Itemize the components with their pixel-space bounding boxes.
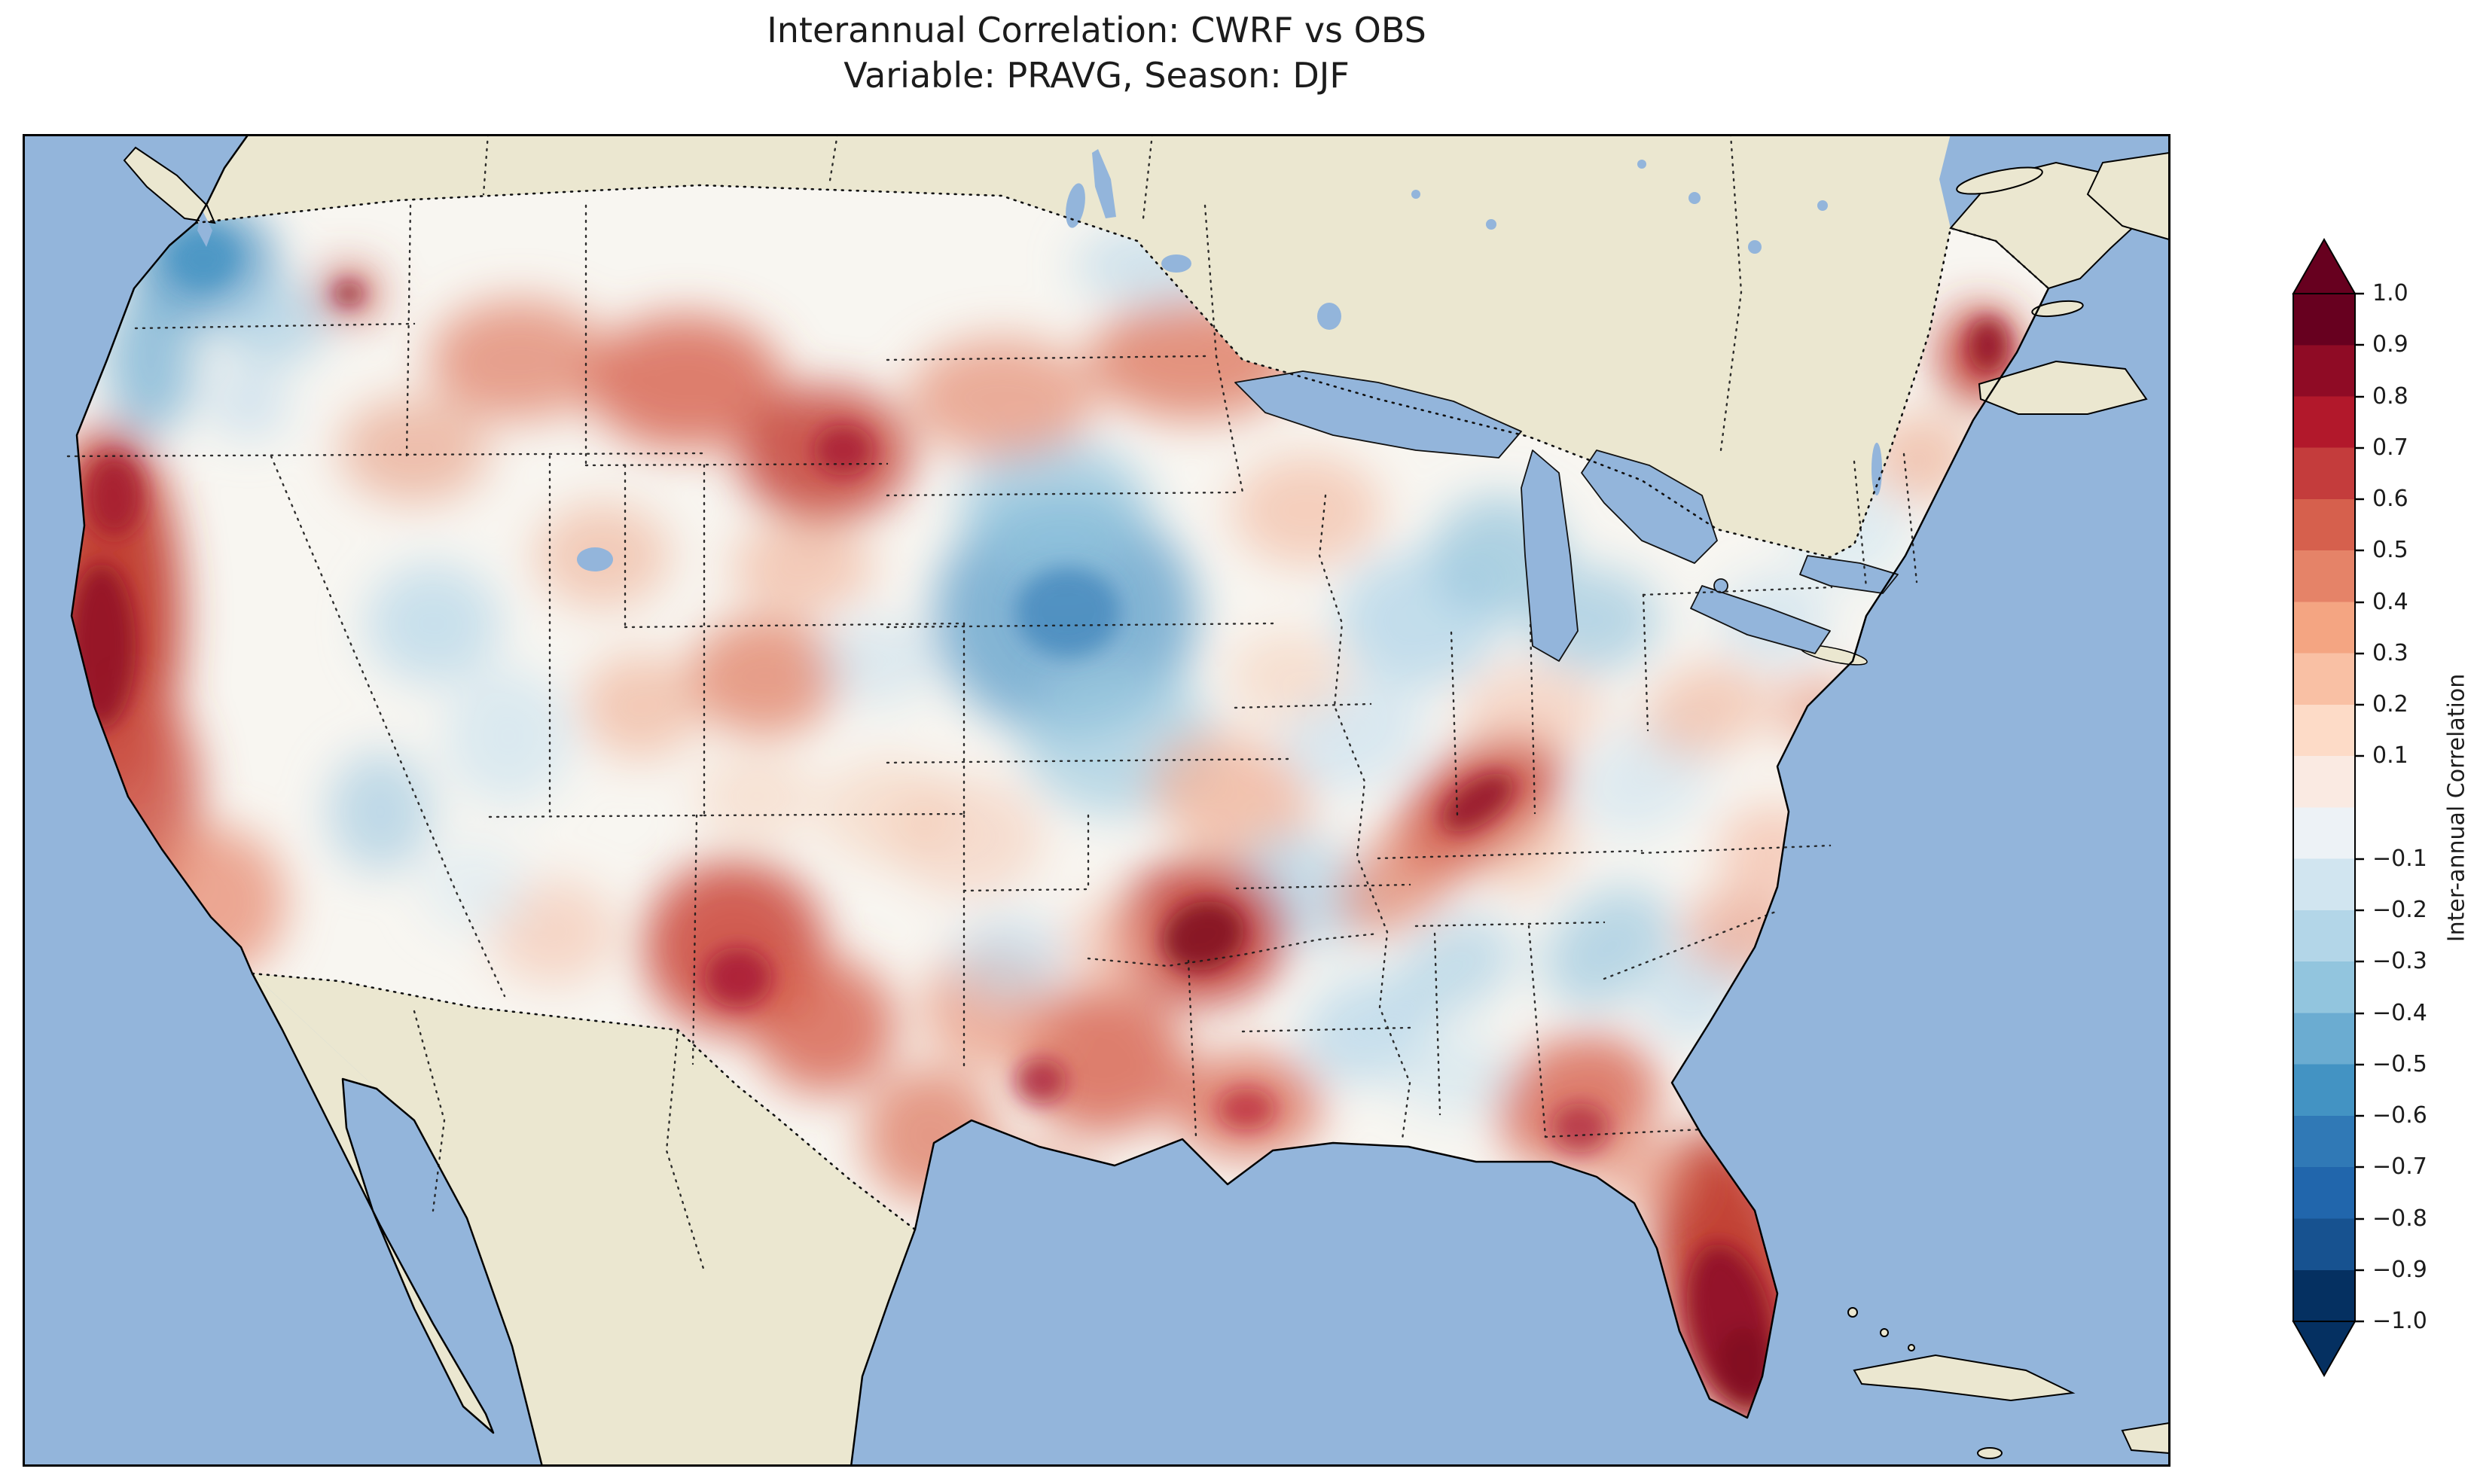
chart-title: Interannual Correlation: CWRF vs OBS Var… [23, 8, 2170, 98]
canadian-lakes [197, 149, 1882, 571]
colorbar-tick-label: 0.8 [2372, 383, 2408, 410]
colorbar [2292, 237, 2364, 1378]
canada-landmass [196, 134, 1951, 557]
islands [123, 146, 2170, 1459]
colorbar-gradient [2292, 293, 2356, 1322]
state-borders [66, 134, 1918, 1272]
colorbar-tick-label: −0.8 [2372, 1205, 2427, 1232]
colorbar-extend-top-arrow [2292, 237, 2357, 294]
colorbar-tick-label: 0.6 [2372, 486, 2408, 512]
map-frame [23, 134, 2170, 1467]
colorbar-tick-label: −0.7 [2372, 1153, 2427, 1180]
title-line-1: Interannual Correlation: CWRF vs OBS [767, 10, 1426, 50]
colorbar-tick-label: −0.1 [2372, 846, 2427, 872]
colorbar-extend-bottom-arrow [2292, 1321, 2357, 1378]
colorbar-tick-label: −0.4 [2372, 1000, 2427, 1026]
colorbar-tick-label: −0.6 [2372, 1102, 2427, 1129]
colorbar-tick-label: 0.4 [2372, 589, 2408, 615]
colorbar-tick-label: −0.2 [2372, 897, 2427, 923]
colorbar-tick-label: 0.3 [2372, 640, 2408, 666]
national-borders [194, 184, 2050, 1231]
colorbar-tick-label: −0.3 [2372, 948, 2427, 974]
colorbar-tick-label: −0.5 [2372, 1051, 2427, 1077]
colorbar-tick-label: 0.1 [2372, 742, 2408, 769]
colorbar-tick-label: 0.7 [2372, 434, 2408, 461]
colorbar-axis-label: Inter-annual Correlation [2443, 673, 2470, 943]
colorbar-tick-label: 1.0 [2372, 280, 2408, 306]
coastlines [70, 134, 2050, 1467]
great-lakes [1234, 370, 1899, 662]
colorbar-tick-marks [2355, 292, 2364, 1323]
colorbar-tick-label: 0.5 [2372, 537, 2408, 563]
map-canvas [23, 134, 2170, 1467]
colorbar-tick-label: 0.9 [2372, 331, 2408, 358]
colorbar-tick-label: −1.0 [2372, 1308, 2427, 1334]
colorbar-tick-label: 0.2 [2372, 691, 2408, 718]
colorbar-tick-label: −0.9 [2372, 1257, 2427, 1283]
title-line-2: Variable: PRAVG, Season: DJF [843, 55, 1350, 96]
